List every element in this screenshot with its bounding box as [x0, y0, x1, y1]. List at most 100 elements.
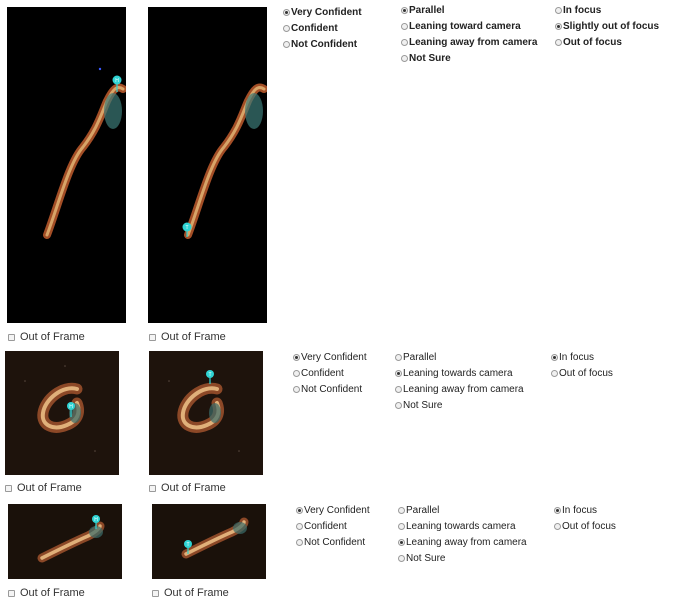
focus-option[interactable]: In focus	[555, 2, 659, 18]
orientation-option[interactable]: Not Sure	[395, 397, 524, 413]
radio-button[interactable]	[296, 506, 303, 514]
out-of-frame-label: Out of Frame	[17, 482, 82, 494]
confidence-option[interactable]: Very Confident	[296, 502, 370, 518]
radio-button[interactable]	[554, 506, 561, 514]
confidence-option[interactable]: Confident	[283, 20, 362, 36]
radio-button[interactable]	[555, 6, 562, 14]
frame-image-head[interactable]: H	[7, 7, 126, 323]
option-label: Not Sure	[409, 52, 451, 64]
option-label: Confident	[304, 520, 347, 532]
out-of-frame-checkbox[interactable]: Out of Frame	[149, 482, 226, 494]
orientation-option[interactable]: Leaning away from camera	[401, 34, 537, 50]
radio-button[interactable]	[293, 369, 300, 377]
orientation-option[interactable]: Not Sure	[398, 550, 527, 566]
confidence-option[interactable]: Confident	[296, 518, 370, 534]
confidence-option[interactable]: Not Confident	[296, 534, 370, 550]
confidence-radio-group: Very Confident Confident Not Confident	[283, 4, 362, 52]
radio-button[interactable]	[554, 522, 561, 530]
radio-button[interactable]	[395, 385, 402, 393]
checkbox-box[interactable]	[149, 333, 156, 341]
head-marker: H	[94, 517, 98, 523]
radio-button[interactable]	[296, 538, 303, 546]
radio-button[interactable]	[398, 554, 405, 562]
focus-option[interactable]: Slightly out of focus	[555, 18, 659, 34]
frame-image-tail[interactable]: T	[149, 351, 263, 475]
option-label: Very Confident	[304, 504, 370, 516]
radio-button[interactable]	[283, 40, 290, 48]
frame-image-head[interactable]: H	[5, 351, 119, 475]
focus-option[interactable]: In focus	[554, 502, 616, 518]
orientation-option[interactable]: Leaning towards camera	[395, 365, 524, 381]
option-label: Not Sure	[403, 399, 443, 411]
radio-button[interactable]	[551, 369, 558, 377]
out-of-frame-checkbox[interactable]: Out of Frame	[8, 587, 85, 599]
orientation-option[interactable]: Leaning away from camera	[398, 534, 527, 550]
confidence-option[interactable]: Not Confident	[293, 381, 367, 397]
out-of-frame-checkbox[interactable]: Out of Frame	[152, 587, 229, 599]
option-label: Not Confident	[304, 536, 366, 548]
option-label: Slightly out of focus	[563, 20, 660, 32]
radio-button[interactable]	[401, 54, 408, 62]
head-marker: H	[69, 404, 73, 410]
frame-image-tail[interactable]: T	[148, 7, 267, 323]
orientation-option[interactable]: Parallel	[401, 2, 537, 18]
confidence-option[interactable]: Very Confident	[283, 4, 362, 20]
radio-button[interactable]	[296, 522, 303, 530]
radio-button[interactable]	[401, 22, 408, 30]
orientation-radio-group: Parallel Leaning towards camera Leaning aw…	[398, 502, 527, 566]
radio-button[interactable]	[283, 8, 290, 16]
head-marker: H	[115, 78, 119, 84]
radio-button[interactable]	[401, 38, 408, 46]
focus-radio-group: In focus Out of focus	[554, 502, 616, 534]
out-of-frame-checkbox[interactable]: Out of Frame	[149, 331, 226, 343]
radio-button[interactable]	[555, 38, 562, 46]
tail-marker: T	[208, 372, 211, 378]
focus-option[interactable]: Out of focus	[555, 34, 659, 50]
checkbox-box[interactable]	[152, 589, 159, 597]
focus-option[interactable]: Out of focus	[554, 518, 616, 534]
orientation-option[interactable]: Parallel	[395, 349, 524, 365]
frame-image-tail[interactable]: T	[152, 504, 266, 579]
checkbox-box[interactable]	[149, 484, 156, 492]
confidence-option[interactable]: Confident	[293, 365, 367, 381]
confidence-option[interactable]: Not Confident	[283, 36, 362, 52]
out-of-frame-checkbox[interactable]: Out of Frame	[5, 482, 82, 494]
worm-image: T	[168, 370, 240, 452]
worm-image: H	[37, 515, 105, 563]
checkbox-box[interactable]	[5, 484, 12, 492]
radio-button[interactable]	[293, 385, 300, 393]
radio-button[interactable]	[555, 22, 562, 30]
worm-image: T	[181, 517, 249, 559]
radio-button[interactable]	[401, 6, 408, 14]
option-label: Leaning away from camera	[409, 36, 538, 48]
radio-button[interactable]	[398, 506, 405, 514]
radio-button[interactable]	[398, 522, 405, 530]
option-label: Parallel	[403, 351, 437, 363]
worm-image: T	[182, 83, 267, 239]
checkbox-box[interactable]	[8, 589, 15, 597]
radio-button[interactable]	[395, 353, 402, 361]
focus-option[interactable]: Out of focus	[551, 365, 613, 381]
option-label: Not Sure	[406, 552, 446, 564]
orientation-option[interactable]: Leaning towards camera	[398, 518, 527, 534]
orientation-option[interactable]: Not Sure	[401, 50, 537, 66]
radio-button[interactable]	[395, 401, 402, 409]
radio-button[interactable]	[293, 353, 300, 361]
confidence-option[interactable]: Very Confident	[293, 349, 367, 365]
focus-option[interactable]: In focus	[551, 349, 613, 365]
radio-button[interactable]	[283, 24, 290, 32]
option-label: Leaning away from camera	[403, 383, 524, 395]
option-label: Leaning towards camera	[403, 367, 513, 379]
worm-image: H	[24, 365, 96, 452]
frame-image-head[interactable]: H	[8, 504, 122, 579]
radio-button[interactable]	[398, 538, 405, 546]
option-label: Not Confident	[301, 383, 363, 395]
orientation-option[interactable]: Leaning toward camera	[401, 18, 537, 34]
out-of-frame-checkbox[interactable]: Out of Frame	[8, 331, 85, 343]
option-label: In focus	[563, 4, 602, 16]
orientation-option[interactable]: Parallel	[398, 502, 527, 518]
checkbox-box[interactable]	[8, 333, 15, 341]
radio-button[interactable]	[551, 353, 558, 361]
orientation-option[interactable]: Leaning away from camera	[395, 381, 524, 397]
radio-button[interactable]	[395, 369, 402, 377]
